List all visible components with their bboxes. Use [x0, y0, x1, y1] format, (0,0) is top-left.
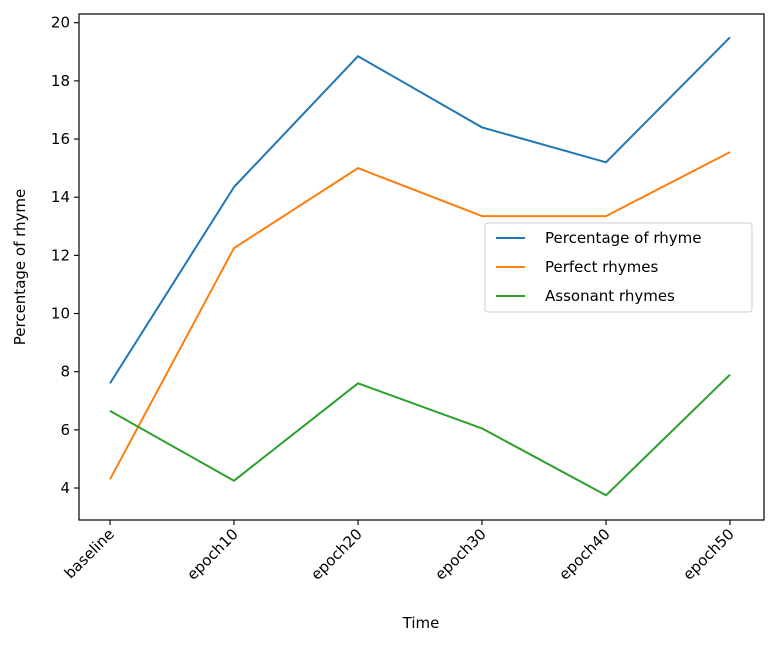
y-axis-label: Percentage of rhyme [11, 189, 29, 346]
x-axis-ticks: baseline epoch10 epoch20 epoch30 epoch40 epoc… [61, 520, 738, 584]
y-tick-label: 6 [60, 421, 70, 439]
x-tick-label: epoch50 [679, 525, 738, 584]
plot-frame [78, 13, 765, 521]
series-layer [109, 36, 731, 497]
y-tick-label: 8 [60, 363, 70, 381]
series-line-1 [109, 151, 731, 480]
series-line-0 [109, 36, 731, 384]
x-tick-label: epoch10 [183, 525, 242, 584]
legend-label: Percentage of rhyme [545, 229, 702, 247]
y-axis-ticks: 4 6 8 10 12 14 16 18 20 [51, 14, 79, 497]
y-tick-label: 18 [51, 72, 70, 90]
legend-label: Perfect rhymes [545, 258, 658, 276]
legend-frame [484, 222, 753, 313]
y-tick-label: 20 [51, 14, 70, 32]
y-tick-label: 16 [51, 130, 70, 148]
y-tick-label: 4 [60, 479, 70, 497]
legend: Percentage of rhyme Perfect rhymes Assonan… [484, 222, 753, 313]
y-tick-label: 10 [51, 305, 70, 323]
x-axis-label: Time [402, 614, 440, 632]
y-tick-label: 14 [51, 188, 70, 206]
x-tick-label: epoch20 [307, 525, 366, 584]
x-tick-label: epoch40 [555, 525, 614, 584]
y-tick-label: 12 [51, 246, 70, 264]
x-tick-label: epoch30 [431, 525, 490, 584]
legend-label: Assonant rhymes [545, 287, 675, 305]
series-line-2 [109, 373, 731, 497]
x-tick-label: baseline [61, 525, 118, 582]
